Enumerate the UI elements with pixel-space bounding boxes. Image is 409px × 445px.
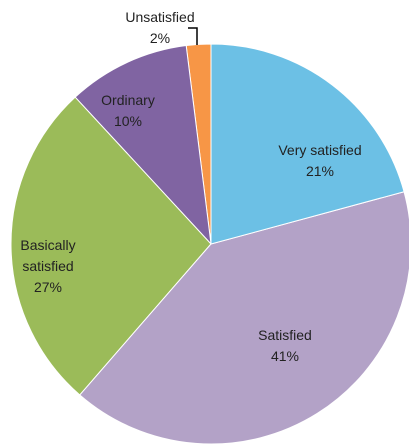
slice-label: Basically satisfied 27% xyxy=(3,235,93,298)
pie-slice xyxy=(10,96,212,396)
category-label: Ordinary xyxy=(101,92,155,108)
category-label: Satisfied xyxy=(258,327,312,343)
value-label: 27% xyxy=(33,279,63,295)
pie-slice xyxy=(74,44,212,246)
pie-slice xyxy=(79,191,409,445)
value-label: 21% xyxy=(305,163,335,179)
value-label: 2% xyxy=(149,30,171,46)
slice-label: Unsatisfied 2% xyxy=(110,7,210,49)
leader-line xyxy=(188,27,198,45)
slice-label: Ordinary 10% xyxy=(88,90,168,132)
category-label: Unsatisfied xyxy=(125,9,195,25)
value-label: 41% xyxy=(270,348,300,364)
slice-label: Very satisfied 21% xyxy=(265,140,375,182)
slice-label: Satisfied 41% xyxy=(230,325,340,367)
category-label: Very satisfied xyxy=(278,142,362,158)
category-label: Basically satisfied xyxy=(20,237,76,274)
pie-slice xyxy=(210,43,405,245)
value-label: 10% xyxy=(113,113,143,129)
